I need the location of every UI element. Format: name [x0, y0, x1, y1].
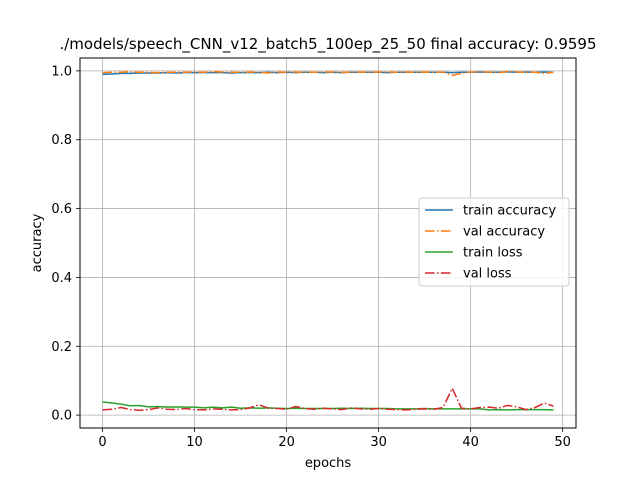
- x-tick-label: 10: [186, 435, 203, 450]
- series-line-val-accuracy: [102, 70, 554, 77]
- y-tick-label: 0.4: [51, 271, 72, 286]
- x-tick-label: 0: [98, 435, 106, 450]
- y-tick-label: 0.8: [51, 133, 72, 148]
- x-tick-label: 50: [554, 435, 571, 450]
- legend-label: val accuracy: [463, 225, 545, 240]
- x-axis: 0 10 20 30 40 50: [98, 428, 571, 450]
- y-tick-label: 0.2: [51, 340, 72, 355]
- legend-box: [418, 197, 570, 287]
- y-tick-label: 1.0: [51, 64, 72, 79]
- x-tick-label: 40: [462, 435, 479, 450]
- legend-label: val loss: [463, 267, 512, 282]
- x-axis-label: epochs: [305, 456, 352, 471]
- series-layer: [102, 70, 554, 412]
- y-tick-label: 0.6: [51, 202, 72, 217]
- legend-label: train accuracy: [463, 204, 556, 219]
- plot-frame: [79, 57, 577, 429]
- y-axis-label: accuracy: [30, 213, 45, 272]
- y-axis: 0.0 0.2 0.4 0.6 0.8 1.0: [51, 64, 80, 424]
- legend-label: train loss: [463, 246, 523, 261]
- chart-title: ./models/speech_CNN_v12_batch5_100ep_25_…: [59, 35, 596, 54]
- x-tick-label: 20: [278, 435, 295, 450]
- series-line-val-loss: [102, 387, 554, 412]
- legend: train accuracy val accuracy train loss val …: [418, 197, 570, 287]
- x-tick-label: 30: [370, 435, 387, 450]
- y-tick-label: 0.0: [51, 409, 72, 424]
